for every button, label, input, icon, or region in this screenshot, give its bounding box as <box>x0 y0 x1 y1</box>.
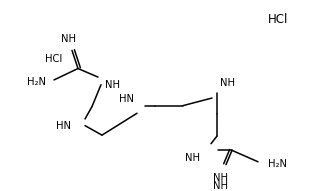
Text: NH: NH <box>105 80 120 90</box>
Text: NH: NH <box>213 181 228 191</box>
Text: HN: HN <box>119 94 134 104</box>
Text: NH: NH <box>185 153 200 163</box>
Text: HCl: HCl <box>45 54 62 64</box>
Text: NH: NH <box>213 173 228 183</box>
Text: H₂N: H₂N <box>27 77 46 87</box>
Text: NH: NH <box>60 34 75 44</box>
Text: H₂N: H₂N <box>268 159 287 169</box>
Text: HCl: HCl <box>268 13 288 26</box>
Text: HN: HN <box>56 121 71 131</box>
Text: NH: NH <box>220 78 235 87</box>
